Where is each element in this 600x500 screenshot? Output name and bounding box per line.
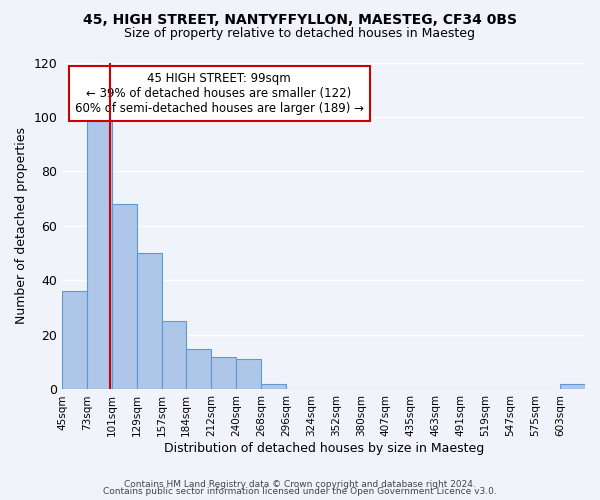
Bar xyxy=(261,384,286,390)
Bar xyxy=(87,117,112,390)
Text: 45 HIGH STREET: 99sqm
← 39% of detached houses are smaller (122)
60% of semi-det: 45 HIGH STREET: 99sqm ← 39% of detached … xyxy=(74,72,364,116)
Bar xyxy=(186,348,211,390)
Bar xyxy=(236,360,261,390)
Bar xyxy=(137,253,162,390)
Bar xyxy=(211,357,236,390)
Bar xyxy=(162,322,186,390)
Text: Contains HM Land Registry data © Crown copyright and database right 2024.: Contains HM Land Registry data © Crown c… xyxy=(124,480,476,489)
Text: 45, HIGH STREET, NANTYFFYLLON, MAESTEG, CF34 0BS: 45, HIGH STREET, NANTYFFYLLON, MAESTEG, … xyxy=(83,12,517,26)
Bar xyxy=(62,292,87,390)
Bar xyxy=(112,204,137,390)
Text: Contains public sector information licensed under the Open Government Licence v3: Contains public sector information licen… xyxy=(103,487,497,496)
Bar xyxy=(560,384,585,390)
X-axis label: Distribution of detached houses by size in Maesteg: Distribution of detached houses by size … xyxy=(164,442,484,455)
Y-axis label: Number of detached properties: Number of detached properties xyxy=(15,128,28,324)
Text: Size of property relative to detached houses in Maesteg: Size of property relative to detached ho… xyxy=(125,28,476,40)
